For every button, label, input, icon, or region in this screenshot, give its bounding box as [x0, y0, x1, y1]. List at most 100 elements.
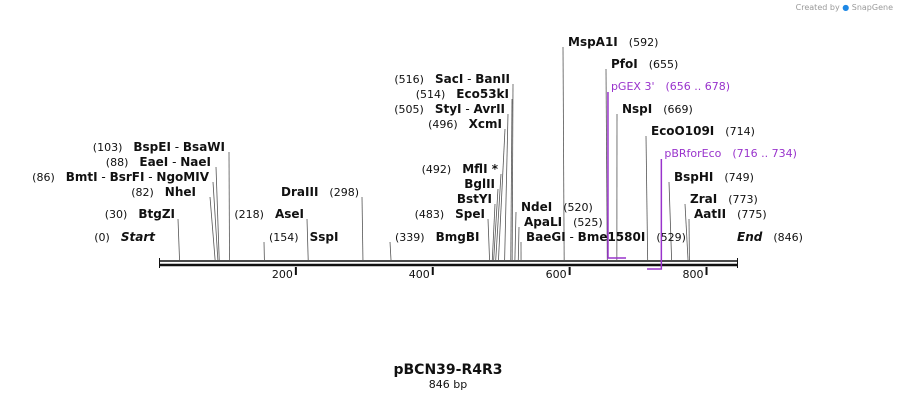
enzyme-position: (714)	[725, 125, 755, 138]
enzyme-name: BtgZI	[138, 207, 175, 221]
ruler: 200 400 600 800	[272, 267, 708, 281]
enzyme-label-xcmi: (496) XcmI	[428, 117, 502, 131]
end-label: End (846)	[737, 230, 803, 244]
enzyme-label-bglii: BglII	[464, 177, 495, 191]
enzyme-label-nspi: NspI (669)	[622, 102, 693, 116]
leader-styi	[504, 113, 509, 261]
enzyme-name: ApaLI	[524, 215, 562, 229]
spacer	[717, 193, 728, 206]
enzyme-name-alt: AvrII	[473, 102, 505, 116]
separator: -	[463, 72, 475, 86]
spacer	[713, 171, 724, 184]
spacer	[618, 36, 629, 49]
spacer	[122, 141, 133, 154]
primer-pgex-3-: pGEX 3' (656 .. 678)	[607, 80, 730, 259]
spacer	[424, 103, 435, 116]
enzyme-name: NheI	[165, 185, 196, 199]
enzyme-label-bmti: (86) BmtI - BsrFI - NgoMIV	[32, 170, 210, 184]
enzyme-label-saci: (516) SacI - BanII	[394, 72, 510, 86]
primer-name: pBRforEco	[664, 147, 721, 160]
leader-bsphi	[668, 181, 673, 261]
primer-arrow	[607, 92, 627, 259]
spacer	[762, 231, 773, 244]
leader-lines	[177, 46, 690, 261]
leader-btgzi	[177, 218, 180, 261]
enzyme-label-sspi: (154) SspI	[269, 230, 338, 244]
spacer	[645, 231, 656, 244]
enzyme-position: (775)	[737, 208, 767, 221]
enzyme-position: (103)	[93, 141, 123, 154]
enzyme-position: (218)	[234, 208, 264, 221]
enzyme-label-draiii: DraIII (298)	[281, 185, 359, 199]
enzyme-name: BmgBI	[436, 230, 480, 244]
leader-saci	[511, 83, 514, 261]
snapgene-credit: Created by ● SnapGene	[796, 3, 893, 12]
enzyme-position: (492)	[422, 163, 452, 176]
enzyme-label-eaei: (88) EaeI - NaeI	[106, 155, 211, 169]
end-name: End	[737, 230, 763, 244]
spacer	[726, 208, 737, 221]
leader-zrai	[684, 203, 689, 261]
spacer	[127, 208, 138, 221]
leader-nhei	[209, 196, 216, 261]
enzyme-name-alt: Bme1580I	[578, 230, 646, 244]
leader-ecoo109i	[645, 135, 649, 261]
leader-bglii	[493, 188, 499, 261]
enzyme-name-alt: NgoMIV	[156, 170, 209, 184]
enzyme-label-aatii: AatII (775)	[694, 207, 767, 221]
enzyme-label-mspa1i: MspA1I (592)	[568, 35, 658, 49]
enzyme-position: (592)	[629, 36, 659, 49]
plasmid-name: pBCN39-R4R3	[393, 362, 502, 378]
enzyme-label-ecoo109i: EcoO109I (714)	[651, 124, 755, 138]
enzyme-label-styi: (505) StyI - AvrII	[394, 102, 505, 116]
enzyme-name-alt: NaeI	[180, 155, 211, 169]
leader-asei	[306, 218, 309, 261]
enzyme-label-asei: (218) AseI	[234, 207, 304, 221]
leader-spei	[487, 218, 490, 261]
enzyme-label-mfli: (492) MflI *	[422, 162, 499, 176]
spacer	[55, 171, 66, 184]
ruler-tick-label: 600	[546, 268, 567, 281]
spacer	[424, 73, 435, 86]
separator: -	[168, 155, 180, 169]
enzyme-name: BstYI	[457, 192, 492, 206]
enzyme-name: AatII	[694, 207, 726, 221]
enzyme-label-apali: ApaLI (525)	[524, 215, 603, 229]
enzyme-name: MflI	[462, 162, 487, 176]
enzyme-position: (154)	[269, 231, 299, 244]
separator: -	[171, 140, 183, 154]
enzyme-position: (88)	[106, 156, 129, 169]
enzyme-position: (773)	[728, 193, 758, 206]
start-label: (0) Start	[94, 230, 156, 244]
enzyme-label-eco53ki: (514) Eco53kI	[416, 87, 509, 101]
spacer	[721, 147, 732, 160]
primer-range: (716 .. 734)	[732, 147, 797, 160]
start-name: Start	[121, 230, 156, 244]
enzyme-label-baegi: BaeGI - Bme1580I (529)	[526, 230, 686, 244]
enzyme-name-alt: BsaWI	[183, 140, 225, 154]
enzyme-label-bspei: (103) BspEI - BsaWI	[93, 140, 225, 154]
separator: -	[566, 230, 578, 244]
enzyme-name: SspI	[310, 230, 339, 244]
spacer	[451, 163, 462, 176]
enzyme-position: (30)	[105, 208, 128, 221]
enzyme-name: BspEI	[133, 140, 171, 154]
spacer	[714, 125, 725, 138]
enzyme-label-ndei: NdeI (520)	[521, 200, 593, 214]
spacer	[128, 156, 139, 169]
leader-eaei	[215, 166, 220, 261]
spacer	[154, 186, 165, 199]
spacer	[445, 88, 456, 101]
enzyme-name: DraIII	[281, 185, 318, 199]
enzyme-name: MspA1I	[568, 35, 618, 49]
spacer	[652, 103, 663, 116]
spacer	[110, 231, 121, 244]
primer-name: pGEX 3'	[611, 80, 655, 93]
primer-pbrforeco: pBRforEco (716 .. 734)	[647, 147, 797, 270]
enzyme-label-bmgbi: (339) BmgBI	[395, 230, 479, 244]
enzyme-name: BmtI	[66, 170, 98, 184]
ruler-tick-label: 800	[683, 268, 704, 281]
spacer	[425, 231, 436, 244]
enzyme-name: EaeI	[139, 155, 168, 169]
